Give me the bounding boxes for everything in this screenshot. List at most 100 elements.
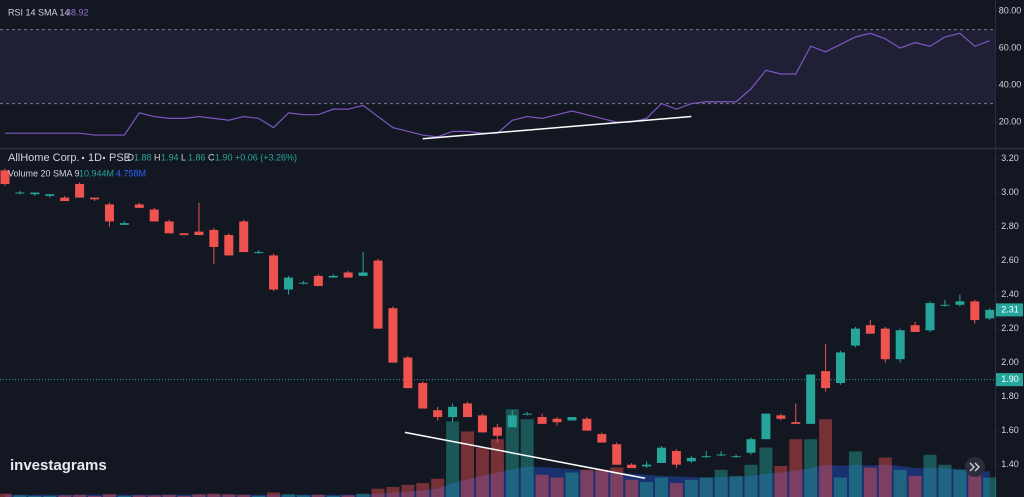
candle-body [179, 233, 189, 236]
candle-body [373, 260, 383, 329]
y-tick-label: 40.00 [999, 79, 1022, 89]
volume-bar [699, 477, 713, 497]
change-label: +0.06 (+3.26%) [235, 152, 297, 162]
candle-body [492, 427, 502, 436]
volume-bar [684, 479, 698, 497]
volume-bar [520, 419, 534, 497]
candle-body [671, 451, 681, 465]
trendline [404, 431, 646, 480]
volume-bar [625, 479, 639, 497]
candle-body [955, 301, 965, 305]
candle-body [507, 415, 517, 428]
candle-body [865, 325, 875, 334]
volume-bar [132, 495, 146, 497]
volume-bar [252, 495, 266, 497]
volume-bar [431, 478, 445, 497]
y-tick-label: 2.40 [1001, 289, 1019, 299]
volume-bar [863, 467, 877, 497]
candle-body [612, 444, 622, 465]
candle-body [254, 252, 264, 254]
candle-body [925, 303, 935, 331]
candle-body [403, 357, 413, 389]
volume-bar [13, 495, 27, 497]
volume-bar [117, 495, 131, 497]
volume-bar [416, 483, 430, 497]
volume-bar [281, 494, 295, 497]
candle-body [343, 272, 353, 278]
candle-body [791, 422, 801, 424]
volume-bar [326, 495, 340, 497]
ohlc-key: H [154, 152, 161, 162]
candle-body [0, 170, 10, 185]
volume-bar [475, 447, 489, 497]
candle-body [477, 415, 487, 433]
volume-legend-value: 10.944M [79, 168, 114, 178]
candle-body [313, 275, 323, 287]
candle-body [701, 456, 711, 458]
volume-bar [580, 469, 594, 497]
candle-body [686, 457, 696, 462]
candle-body [463, 403, 473, 418]
y-tick-label: 2.80 [1001, 221, 1019, 231]
candle-body [880, 328, 890, 360]
volume-bar [177, 495, 191, 497]
candle-body [656, 447, 666, 463]
candle-body [433, 410, 443, 418]
candle-body [358, 272, 368, 276]
volume-bar [729, 475, 743, 497]
volume-bar [565, 472, 579, 497]
volume-bar [923, 454, 937, 497]
interval: 1D [88, 152, 102, 164]
volume-bar [595, 469, 609, 497]
volume-bar [162, 494, 176, 497]
rsi-panel: 20.00 40.00 60.00 80.00 [0, 5, 1022, 140]
volume-bar [207, 493, 221, 497]
volume-bar [58, 495, 72, 497]
price-panel: 1.40 1.60 1.80 2.00 2.20 2.40 2.60 2.80 3.00 3.20… [0, 153, 1023, 497]
candle-body [418, 383, 428, 409]
y-tick-label: 1.40 [1001, 459, 1019, 469]
volume-bar [341, 495, 355, 497]
scroll-button-bg[interactable] [965, 457, 985, 477]
y-tick-label: 60.00 [999, 42, 1022, 52]
y-tick-label: 3.00 [1001, 187, 1019, 197]
scroll-button[interactable] [965, 457, 985, 477]
ohlc-value: 1.94 [161, 152, 179, 162]
candle-body [328, 275, 338, 278]
candle-body [567, 417, 577, 421]
volume-bar [834, 477, 848, 497]
price-badge-label: 1.90 [1001, 374, 1019, 384]
ohlc-value: 1.88 [134, 152, 152, 162]
volume-bar [311, 494, 325, 497]
candle-body [731, 456, 741, 458]
candle-body [15, 192, 25, 194]
ohlc-value: 1.86 [188, 152, 206, 162]
candle-body [522, 413, 532, 415]
volume-bar [714, 469, 728, 497]
watermark: investagrams [10, 457, 107, 474]
volume-title: Volume 20 SMA 9 [8, 168, 80, 178]
candle-body [164, 221, 174, 234]
volume-bar [490, 439, 504, 497]
candle-body [716, 454, 726, 456]
y-tick-label: 3.20 [1001, 153, 1019, 163]
candle-body [821, 371, 831, 389]
volume-bar [28, 495, 42, 497]
volume-bar [43, 495, 57, 497]
y-tick-label: 1.60 [1001, 425, 1019, 435]
candle-body [269, 255, 279, 290]
ohlc-key: C [208, 152, 215, 162]
candle-body [836, 352, 846, 384]
volume-bar [296, 495, 310, 497]
candle-body [209, 229, 219, 247]
volume-bar [669, 483, 683, 497]
volume-bar [938, 464, 952, 497]
volume-bar [73, 494, 87, 497]
rsi-value: 38.92 [66, 7, 89, 17]
candle-body [776, 415, 786, 419]
volume-bar [654, 477, 668, 497]
ohlc-value: 1.90 [215, 152, 233, 162]
volume-bar [0, 493, 12, 497]
